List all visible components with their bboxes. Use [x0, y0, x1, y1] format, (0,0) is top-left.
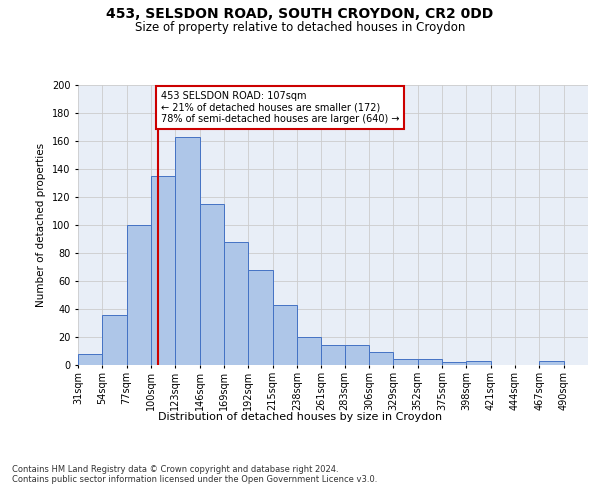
Text: 453 SELSDON ROAD: 107sqm
← 21% of detached houses are smaller (172)
78% of semi-: 453 SELSDON ROAD: 107sqm ← 21% of detach… [161, 90, 399, 124]
Bar [344, 346, 369, 365]
Bar [322, 346, 344, 365]
Bar [151, 176, 175, 365]
Text: Contains HM Land Registry data © Crown copyright and database right 2024.
Contai: Contains HM Land Registry data © Crown c… [12, 465, 377, 484]
Text: Size of property relative to detached houses in Croydon: Size of property relative to detached ho… [135, 21, 465, 34]
Bar [175, 137, 200, 365]
Bar [103, 314, 127, 365]
Bar [539, 361, 563, 365]
Bar [78, 354, 103, 365]
Bar [272, 305, 297, 365]
Y-axis label: Number of detached properties: Number of detached properties [37, 143, 46, 307]
Bar [442, 362, 466, 365]
Bar [369, 352, 394, 365]
Bar [200, 204, 224, 365]
Bar [127, 225, 151, 365]
Text: 453, SELSDON ROAD, SOUTH CROYDON, CR2 0DD: 453, SELSDON ROAD, SOUTH CROYDON, CR2 0D… [106, 8, 494, 22]
Text: Distribution of detached houses by size in Croydon: Distribution of detached houses by size … [158, 412, 442, 422]
Bar [466, 361, 491, 365]
Bar [224, 242, 248, 365]
Bar [418, 360, 442, 365]
Bar [297, 337, 322, 365]
Bar [394, 360, 418, 365]
Bar [248, 270, 272, 365]
